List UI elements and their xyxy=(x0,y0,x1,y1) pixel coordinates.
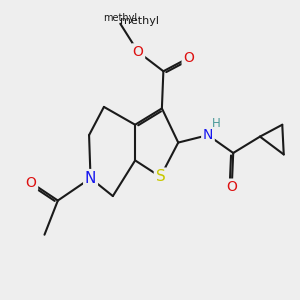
Text: N: N xyxy=(203,128,213,142)
Text: O: O xyxy=(183,51,194,65)
Text: O: O xyxy=(26,176,37,190)
Text: O: O xyxy=(133,45,143,59)
Text: O: O xyxy=(226,180,237,194)
Text: N: N xyxy=(85,171,96,186)
Text: methyl: methyl xyxy=(103,13,137,23)
Text: H: H xyxy=(212,117,221,130)
Text: S: S xyxy=(155,169,165,184)
Text: methyl: methyl xyxy=(120,16,159,26)
